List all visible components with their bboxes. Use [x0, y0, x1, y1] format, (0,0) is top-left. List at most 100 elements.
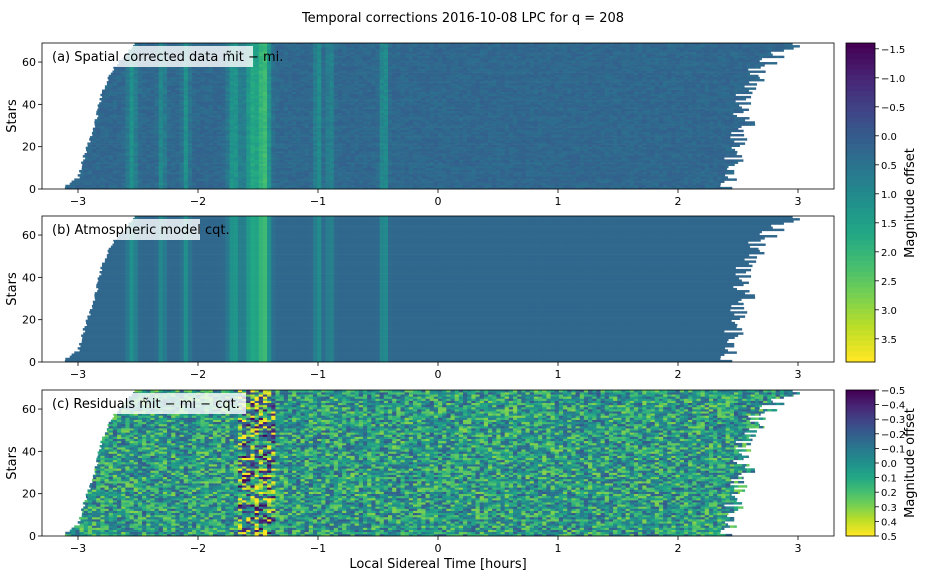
heatmap-cell: [292, 181, 297, 183]
heatmap-cell: [163, 183, 168, 185]
heatmap-cell: [480, 176, 485, 178]
heatmap-cell: [342, 183, 347, 185]
heatmap-cell: [605, 174, 610, 176]
heatmap-cell: [638, 185, 643, 187]
heatmap-cell: [192, 174, 197, 176]
heatmap-cell: [642, 181, 647, 183]
heatmap-cell: [630, 178, 635, 180]
heatmap-cell: [330, 178, 335, 180]
heatmap-cell: [526, 174, 531, 176]
heatmap-cell: [280, 174, 285, 176]
heatmap-cell: [630, 183, 635, 185]
heatmap-cell: [446, 185, 451, 187]
heatmap-cell: [480, 181, 485, 183]
heatmap-cell: [688, 185, 693, 187]
heatmap-cell: [601, 178, 606, 180]
heatmap-cell: [209, 185, 214, 187]
heatmap-cell: [71, 185, 76, 187]
heatmap-cell: [434, 178, 439, 180]
heatmap-cell: [338, 185, 343, 187]
figure-title: Temporal corrections 2016-10-08 LPC for …: [301, 11, 624, 26]
heatmap-cell: [205, 176, 210, 178]
heatmap-cell: [167, 183, 172, 185]
heatmap-cell: [363, 181, 368, 183]
heatmap-cell: [346, 176, 351, 178]
heatmap-cell: [334, 183, 339, 185]
heatmap-cell: [100, 176, 105, 178]
heatmap-cell: [100, 174, 105, 176]
heatmap-cell: [109, 178, 114, 180]
heatmap-cell: [92, 183, 97, 185]
heatmap-cell: [696, 181, 701, 183]
heatmap-cell: [380, 176, 385, 178]
heatmap-cell: [142, 174, 147, 176]
heatmap-cell: [159, 176, 164, 178]
heatmap-cell: [375, 174, 380, 176]
heatmap-cell: [359, 176, 364, 178]
heatmap-cell: [392, 174, 397, 176]
heatmap-cell: [255, 178, 260, 180]
heatmap-cell: [380, 174, 385, 176]
heatmap-cell: [242, 178, 247, 180]
heatmap-cell: [621, 174, 626, 176]
heatmap-cell: [217, 176, 222, 178]
heatmap-cell: [688, 178, 693, 180]
heatmap-cell: [175, 176, 180, 178]
heatmap-cell: [92, 185, 97, 187]
heatmap-cell: [459, 176, 464, 178]
heatmap-cell: [726, 178, 731, 180]
heatmap-cell: [501, 183, 506, 185]
heatmap-cell: [509, 178, 514, 180]
heatmap-cell: [692, 178, 697, 180]
heatmap-cell: [105, 181, 110, 183]
heatmap-cell: [100, 178, 105, 180]
heatmap-cell: [567, 183, 572, 185]
heatmap-cell: [234, 178, 239, 180]
heatmap-cell: [142, 183, 147, 185]
heatmap-cell: [175, 181, 180, 183]
heatmap-cell: [521, 185, 526, 187]
heatmap-cell: [84, 181, 89, 183]
heatmap-cell: [684, 183, 689, 185]
heatmap-cell: [188, 174, 193, 176]
heatmap-cell: [288, 176, 293, 178]
heatmap-cell: [505, 176, 510, 178]
heatmap-cell: [384, 178, 389, 180]
heatmap-cell: [609, 181, 614, 183]
heatmap-cell: [275, 178, 280, 180]
heatmap-cell: [538, 181, 543, 183]
heatmap-cell: [521, 174, 526, 176]
heatmap-cell: [400, 185, 405, 187]
heatmap-cell: [280, 181, 285, 183]
heatmap-cell: [425, 176, 430, 178]
heatmap-cell: [580, 178, 585, 180]
heatmap-cell: [184, 178, 189, 180]
heatmap-cell: [609, 183, 614, 185]
heatmap-cell: [609, 174, 614, 176]
heatmap-cell: [651, 183, 656, 185]
heatmap-cell: [159, 181, 164, 183]
heatmap-cell: [196, 176, 201, 178]
heatmap-cell: [496, 183, 501, 185]
heatmap-cell: [617, 183, 622, 185]
heatmap-cell: [513, 176, 518, 178]
heatmap-cell: [680, 181, 685, 183]
heatmap-cell: [192, 185, 197, 187]
heatmap-cell: [626, 183, 631, 185]
heatmap-cell: [121, 185, 126, 187]
heatmap-cell: [592, 178, 597, 180]
heatmap-cell: [601, 181, 606, 183]
heatmap-cell: [184, 174, 189, 176]
heatmap-cell: [159, 185, 164, 187]
heatmap-cell: [567, 176, 572, 178]
heatmap-cell: [134, 176, 139, 178]
heatmap-cell: [263, 174, 268, 176]
heatmap-cell: [163, 181, 168, 183]
heatmap-cell: [621, 183, 626, 185]
heatmap-cell: [384, 176, 389, 178]
heatmap-cell: [701, 183, 706, 185]
heatmap-cell: [305, 185, 310, 187]
heatmap-cell: [325, 183, 330, 185]
heatmap-cell: [621, 176, 626, 178]
heatmap-cell: [513, 174, 518, 176]
